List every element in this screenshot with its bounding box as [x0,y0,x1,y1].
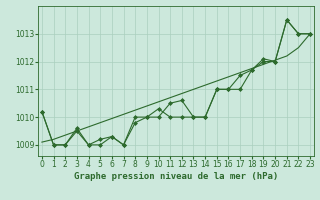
X-axis label: Graphe pression niveau de la mer (hPa): Graphe pression niveau de la mer (hPa) [74,172,278,181]
